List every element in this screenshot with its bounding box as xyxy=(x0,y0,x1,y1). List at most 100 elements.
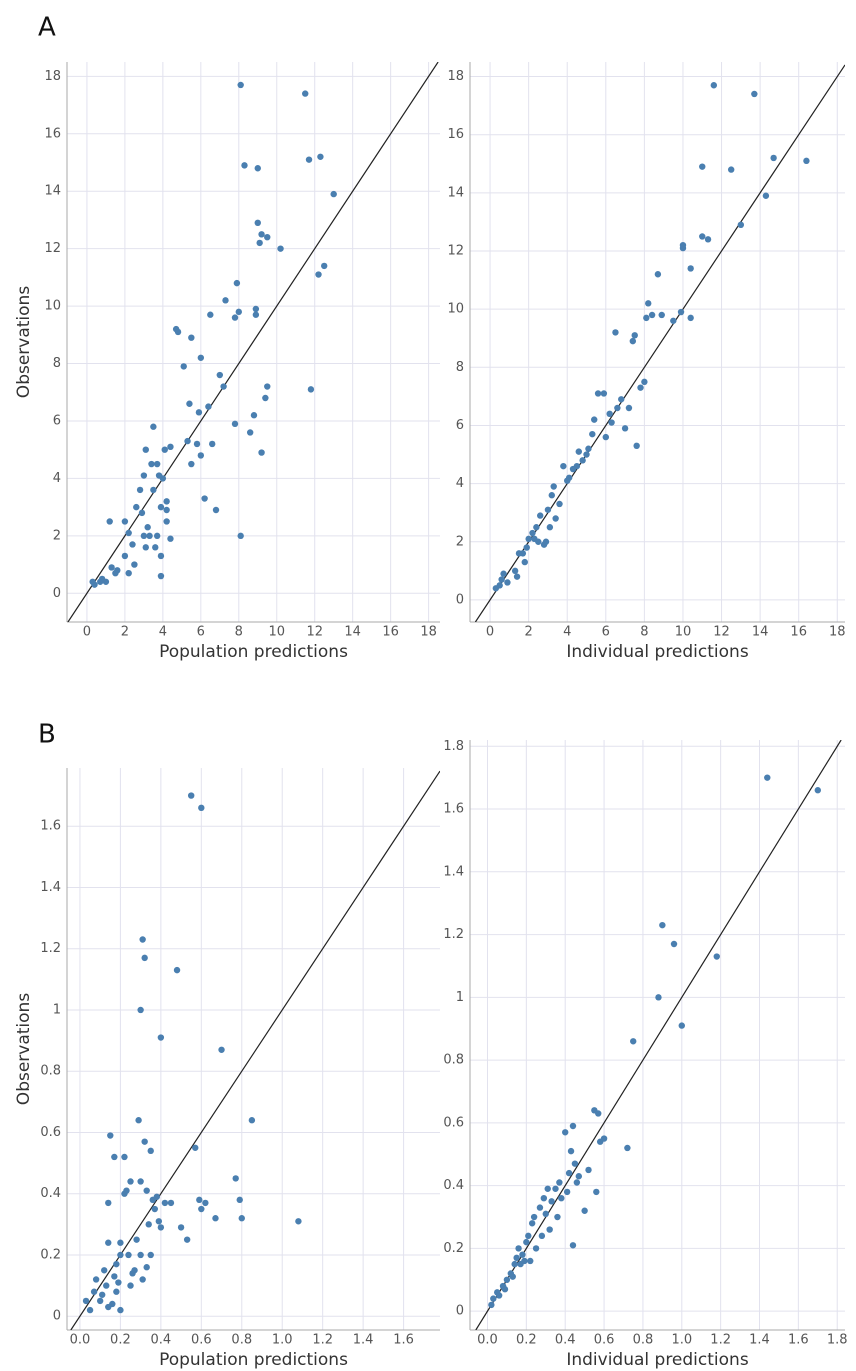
y-tick-label: 1 xyxy=(53,1002,61,1017)
point xyxy=(216,371,224,379)
point xyxy=(103,1282,110,1289)
point xyxy=(699,233,706,240)
point xyxy=(161,446,168,453)
y-tick-label: 0 xyxy=(456,592,464,607)
point xyxy=(117,1251,124,1259)
x-axis-label: Individual predictions xyxy=(566,642,748,662)
x-tick-label: 1.0 xyxy=(272,1333,293,1348)
point xyxy=(248,1117,256,1124)
point xyxy=(679,244,687,252)
point xyxy=(254,165,261,172)
point xyxy=(537,512,544,519)
y-tick-label: 0.4 xyxy=(443,1178,464,1193)
chart: 0 2 4 6 8 10 12 14 16 18 0 2 4 6 8 10 12 14 16 18 Individual… xyxy=(447,62,846,662)
point xyxy=(147,1251,154,1259)
point xyxy=(814,787,821,794)
point xyxy=(150,423,157,430)
y-tick-label: 1.4 xyxy=(443,864,464,879)
point xyxy=(143,1264,150,1271)
x-tick-label: 2 xyxy=(121,625,129,640)
point xyxy=(488,1301,495,1309)
point xyxy=(96,1297,104,1305)
y-tick-label: 1.4 xyxy=(40,880,61,895)
point xyxy=(315,271,322,278)
point xyxy=(131,1267,138,1274)
point xyxy=(727,166,735,173)
y-tick-label: 10 xyxy=(447,302,464,317)
point xyxy=(573,462,581,470)
point xyxy=(710,82,718,89)
point xyxy=(231,314,239,321)
x-tick-label: 10 xyxy=(268,625,285,640)
point xyxy=(645,300,652,307)
point xyxy=(254,219,261,227)
point xyxy=(600,390,608,397)
point xyxy=(600,1135,608,1142)
point xyxy=(629,337,637,345)
point xyxy=(237,81,244,89)
point xyxy=(678,1022,685,1029)
x-tick-label: 0.4 xyxy=(151,1333,172,1348)
identity-line xyxy=(67,62,439,622)
point xyxy=(108,564,115,571)
point xyxy=(498,576,505,583)
point xyxy=(167,1199,175,1207)
x-tick-label: 0.0 xyxy=(70,1333,91,1348)
y-tick-label: 6 xyxy=(53,413,61,428)
point xyxy=(207,311,214,318)
point xyxy=(153,460,161,468)
point xyxy=(222,297,229,304)
y-tick-label: 1.2 xyxy=(40,941,61,956)
point xyxy=(236,1196,243,1204)
point xyxy=(523,1238,530,1246)
y-tick-label: 16 xyxy=(447,127,464,142)
point xyxy=(625,404,633,412)
x-tick-label: 18 xyxy=(420,625,437,640)
x-tick-label: 1.2 xyxy=(312,1333,333,1348)
point xyxy=(133,1236,140,1243)
point xyxy=(637,384,644,391)
point xyxy=(197,354,205,361)
point xyxy=(624,1144,631,1152)
point xyxy=(188,460,195,468)
y-tick-label: 0.4 xyxy=(40,1186,61,1201)
point xyxy=(82,1297,90,1305)
point xyxy=(641,378,648,386)
x-tick-label: 14 xyxy=(344,625,361,640)
x-tick-label: 2 xyxy=(525,625,533,640)
point xyxy=(560,462,567,470)
point xyxy=(762,192,770,199)
y-tick-label: 8 xyxy=(53,356,61,371)
y-tick-label: 0.6 xyxy=(443,1115,464,1130)
point xyxy=(131,561,138,568)
x-tick-label: 0 xyxy=(83,625,91,640)
point xyxy=(237,532,244,540)
point xyxy=(137,1251,144,1259)
point xyxy=(602,433,610,441)
point xyxy=(167,535,174,542)
point xyxy=(633,442,640,450)
point xyxy=(585,1166,592,1174)
chart: 0.0 0.2 0.4 0.6 0.8 1.0 1.2 1.4 1.6 1.8 0 0.2 0.4 0.6… xyxy=(443,739,847,1370)
point xyxy=(107,1132,114,1139)
point xyxy=(585,445,592,452)
x-tick-label: 1.6 xyxy=(788,1333,809,1348)
point xyxy=(573,1179,581,1186)
point xyxy=(504,579,511,586)
point xyxy=(519,1251,526,1258)
point xyxy=(137,1178,144,1185)
point xyxy=(513,573,521,580)
point xyxy=(212,1215,219,1222)
point xyxy=(552,515,559,522)
point xyxy=(556,500,563,508)
point xyxy=(235,308,242,316)
y-tick-label: 1 xyxy=(456,990,464,1005)
y-tick-label: 0.2 xyxy=(40,1247,61,1262)
y-tick-label: 0.2 xyxy=(443,1241,464,1256)
point xyxy=(146,532,153,540)
point xyxy=(205,403,212,410)
point xyxy=(141,1138,148,1145)
point xyxy=(121,518,129,525)
point xyxy=(220,383,227,390)
point xyxy=(252,311,260,318)
